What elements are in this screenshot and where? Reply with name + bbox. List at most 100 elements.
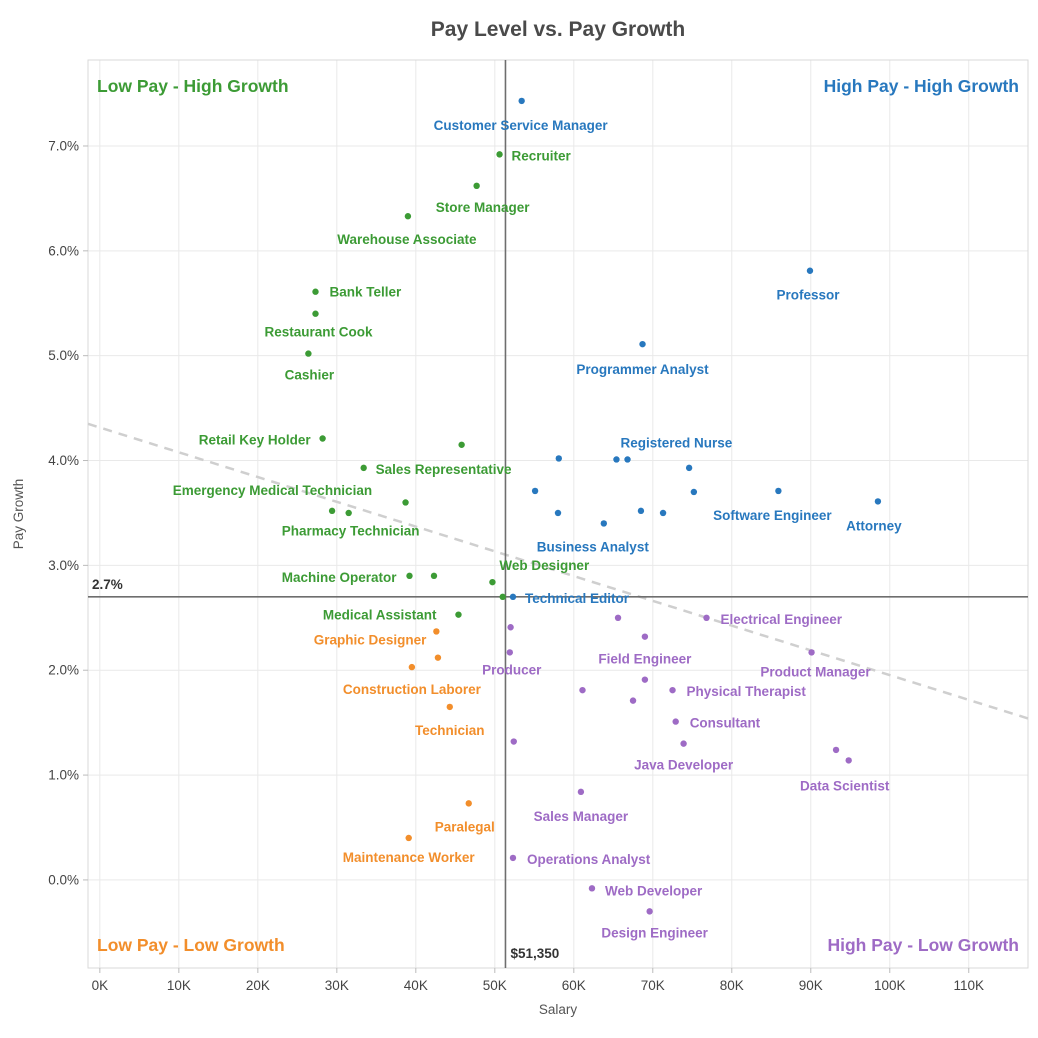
y-axis-title: Pay Growth [11, 478, 26, 550]
point-label: Product Manager [760, 664, 871, 679]
data-point[interactable] [312, 310, 319, 317]
data-point[interactable] [641, 676, 649, 683]
data-point[interactable] [639, 340, 646, 348]
data-point[interactable] [832, 746, 840, 754]
data-point[interactable] [637, 507, 645, 515]
data-point[interactable] [404, 213, 412, 220]
point-label: Physical Therapist [687, 684, 807, 699]
point-label: Business Analyst [537, 539, 650, 554]
point-label: Design Engineer [601, 925, 708, 940]
data-point[interactable] [588, 885, 596, 892]
x-tick-label: 30K [325, 978, 349, 993]
data-point[interactable] [554, 509, 562, 517]
x-tick-label: 40K [404, 978, 428, 993]
data-point[interactable] [555, 455, 562, 462]
point-label: Emergency Medical Technician [173, 483, 372, 498]
data-point[interactable] [489, 578, 496, 586]
point-label: Sales Manager [534, 809, 629, 824]
data-point[interactable] [775, 487, 782, 495]
x-tick-label: 50K [483, 978, 507, 993]
data-point[interactable] [312, 288, 319, 295]
data-point[interactable] [703, 614, 710, 622]
reference-label-growth: 2.7% [92, 577, 123, 592]
data-point[interactable] [669, 686, 676, 694]
data-point[interactable] [405, 834, 412, 842]
quadrant-label-bottom-left: Low Pay - Low Growth [97, 935, 285, 955]
data-point[interactable] [430, 572, 438, 580]
y-tick-label: 5.0% [48, 348, 79, 363]
y-tick-label: 7.0% [48, 138, 79, 153]
point-label: Maintenance Worker [343, 850, 476, 865]
data-point[interactable] [496, 151, 503, 158]
trend-line [87, 422, 1029, 720]
point-label: Professor [776, 288, 840, 303]
point-label: Cashier [285, 368, 335, 383]
y-tick-label: 1.0% [48, 768, 79, 783]
data-point[interactable] [531, 487, 539, 495]
data-point[interactable] [402, 499, 409, 506]
reference-label-salary: $51,350 [510, 946, 559, 961]
data-point[interactable] [446, 703, 453, 711]
data-point[interactable] [305, 350, 312, 357]
point-label: Store Manager [436, 200, 531, 215]
data-point[interactable] [577, 788, 585, 796]
data-point[interactable] [613, 456, 620, 463]
point-label: Graphic Designer [314, 632, 427, 647]
data-point[interactable] [499, 593, 506, 601]
data-point[interactable] [641, 633, 649, 640]
point-label: Consultant [690, 716, 761, 731]
data-point[interactable] [433, 628, 440, 635]
data-point[interactable] [506, 649, 514, 656]
data-point[interactable] [328, 507, 336, 515]
data-point[interactable] [806, 267, 814, 274]
point-label: Technician [415, 723, 485, 738]
point-label: Java Developer [634, 758, 734, 773]
plot-border [87, 59, 1029, 969]
data-point[interactable] [473, 182, 480, 190]
x-tick-label: 0K [92, 978, 109, 993]
data-point[interactable] [406, 572, 413, 580]
data-point[interactable] [510, 738, 517, 745]
point-label: Restaurant Cook [264, 325, 373, 340]
data-point[interactable] [465, 800, 472, 807]
x-tick-label: 110K [953, 978, 984, 993]
data-point[interactable] [518, 97, 525, 105]
point-label: Sales Representative [376, 462, 512, 477]
data-point[interactable] [458, 441, 465, 448]
data-point[interactable] [646, 908, 653, 915]
point-label: Bank Teller [329, 285, 402, 300]
point-label: Technical Editor [525, 591, 630, 606]
x-tick-label: 100K [874, 978, 906, 993]
x-tick-label: 70K [641, 978, 665, 993]
data-point[interactable] [319, 435, 326, 442]
data-point[interactable] [345, 509, 352, 517]
data-point[interactable] [874, 498, 882, 505]
data-point[interactable] [360, 464, 367, 472]
data-point[interactable] [509, 854, 517, 862]
point-label: Warehouse Associate [337, 232, 477, 247]
x-tick-label: 20K [246, 978, 270, 993]
data-point[interactable] [685, 464, 693, 472]
data-point[interactable] [845, 757, 852, 764]
point-label: Field Engineer [598, 652, 692, 667]
data-point[interactable] [629, 697, 637, 704]
data-point[interactable] [579, 686, 586, 694]
data-point[interactable] [690, 488, 698, 496]
point-label: Pharmacy Technician [282, 523, 420, 538]
data-point[interactable] [808, 649, 815, 656]
data-point[interactable] [434, 654, 442, 661]
data-point[interactable] [600, 520, 608, 527]
data-point[interactable] [507, 624, 514, 631]
point-label: Operations Analyst [527, 852, 651, 867]
point-label: Registered Nurse [621, 435, 733, 450]
data-point[interactable] [624, 456, 631, 463]
data-point[interactable] [672, 718, 679, 725]
point-label: Data Scientist [800, 778, 890, 793]
data-point[interactable] [408, 663, 416, 671]
data-point[interactable] [509, 593, 517, 601]
data-point[interactable] [680, 740, 687, 747]
data-point[interactable] [455, 611, 462, 618]
data-point[interactable] [614, 614, 622, 622]
data-point[interactable] [659, 509, 667, 517]
